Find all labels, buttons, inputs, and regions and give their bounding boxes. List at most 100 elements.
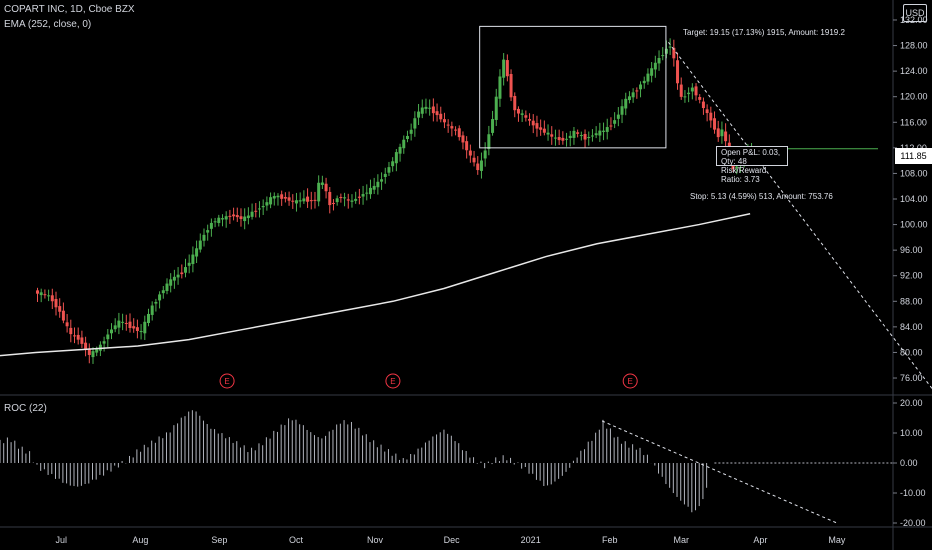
candle-body-117 (468, 150, 472, 156)
time-tick-label-0: Jul (55, 535, 67, 545)
candle-body-10 (73, 335, 77, 337)
candle-body-57 (246, 215, 250, 219)
candle-body-6 (58, 306, 62, 312)
candle-body-49 (217, 217, 221, 224)
candle-body-83 (343, 197, 347, 199)
time-tick-label-6: 2021 (521, 535, 541, 545)
candle-body-47 (209, 222, 213, 229)
candle-body-163 (639, 84, 643, 90)
candle-body-52 (228, 215, 232, 217)
candle-body-0 (36, 290, 40, 294)
candle-body-129 (513, 95, 517, 111)
candle-body-131 (520, 113, 524, 115)
candle-body-105 (424, 106, 428, 109)
time-tick-label-1: Aug (132, 535, 148, 545)
candle-body-75 (313, 199, 317, 201)
candle-body-122 (487, 134, 491, 149)
candle-body-165 (646, 73, 650, 82)
candle-body-167 (653, 62, 657, 70)
candle-body-82 (339, 197, 343, 199)
candle-body-61 (261, 205, 265, 208)
time-tick-label-5: Dec (444, 535, 461, 545)
candle-body-62 (265, 202, 269, 206)
candle-body-159 (624, 98, 628, 109)
candle-body-110 (442, 119, 446, 123)
earnings-marker-0 (219, 373, 235, 389)
candle-body-144 (568, 135, 572, 139)
price-tick-label-4: 116.00 (900, 117, 927, 127)
candle-body-174 (679, 84, 683, 97)
candle-body-116 (465, 141, 469, 151)
price-tick-label-6: 108.00 (900, 168, 928, 178)
candle-body-134 (531, 120, 535, 126)
candle-body-182 (709, 112, 713, 121)
candle-body-114 (457, 128, 461, 138)
position-info-box[interactable]: Open P&L: 0.03, Qty: 48 Risk/Reward Rati… (716, 146, 788, 184)
candle-body-124 (494, 96, 498, 120)
candle-body-171 (668, 46, 672, 48)
candle-body-30 (146, 313, 150, 324)
candle-body-139 (550, 134, 554, 137)
candle-body-37 (172, 276, 176, 281)
candle-body-55 (239, 216, 243, 220)
candle-body-157 (616, 114, 620, 119)
time-tick-label-2: Sep (211, 535, 227, 545)
candle-body-181 (705, 109, 709, 114)
candle-body-153 (602, 130, 606, 132)
candle-body-154 (605, 127, 609, 132)
ema-legend: EMA (252, close, 0) (4, 19, 92, 30)
candle-body-74 (309, 200, 313, 202)
candle-body-46 (206, 230, 210, 233)
candle-body-89 (365, 192, 369, 194)
candle-body-128 (509, 74, 513, 98)
candle-body-45 (202, 234, 206, 241)
candle-body-14 (87, 348, 91, 355)
candle-body-162 (635, 90, 639, 92)
candle-body-29 (143, 321, 147, 334)
earnings-label-0: E (224, 377, 229, 386)
candle-body-80 (331, 202, 335, 204)
candle-body-8 (65, 322, 69, 327)
candle-body-97 (394, 152, 398, 164)
price-tick-label-9: 96.00 (900, 245, 923, 255)
symbol-title: COPART INC, 1D, Cboe BZX (4, 4, 135, 15)
candle-body-102 (413, 118, 417, 129)
candle-body-189 (735, 166, 739, 169)
candle-body-41 (187, 262, 191, 266)
candle-body-145 (572, 130, 576, 138)
candle-body-33 (158, 294, 162, 301)
candle-body-81 (335, 198, 339, 203)
candle-body-101 (409, 129, 413, 134)
price-tick-label-7: 104.00 (900, 194, 928, 204)
time-tick-label-9: Apr (753, 535, 767, 545)
candle-body-90 (368, 187, 372, 195)
candle-body-43 (195, 248, 199, 257)
candle-body-31 (150, 305, 154, 315)
candle-body-106 (428, 107, 432, 109)
candle-body-132 (524, 115, 528, 118)
candle-body-161 (631, 92, 635, 98)
candle-body-23 (121, 321, 125, 323)
price-tick-label-8: 100.00 (900, 220, 928, 230)
candle-body-138 (546, 132, 550, 135)
candle-body-3 (47, 295, 51, 297)
candle-body-177 (690, 87, 694, 92)
candle-body-93 (380, 179, 384, 182)
candle-body-59 (254, 210, 258, 212)
earnings-label-2: E (628, 377, 633, 386)
candle-body-135 (535, 123, 539, 129)
candle-body-164 (642, 80, 646, 84)
price-tick-label-12: 84.00 (900, 322, 923, 332)
current-price-tag: 111.85 (895, 148, 932, 164)
candle-body-98 (398, 146, 402, 154)
candle-body-58 (250, 211, 254, 217)
candle-body-91 (372, 185, 376, 190)
earnings-marker-1 (385, 373, 401, 389)
candle-body-120 (479, 160, 483, 171)
candle-body-173 (676, 60, 680, 84)
currency-button[interactable]: USD (903, 4, 927, 22)
price-tick-label-11: 88.00 (900, 296, 923, 306)
candle-body-44 (198, 240, 202, 250)
candle-body-1 (39, 292, 43, 296)
